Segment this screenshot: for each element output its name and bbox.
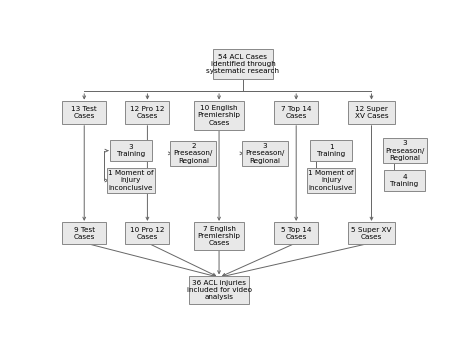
Text: 5 Super XV
Cases: 5 Super XV Cases [351,227,392,240]
Text: 36 ACL injuries
included for video
analysis: 36 ACL injuries included for video analy… [187,280,252,301]
FancyBboxPatch shape [125,101,169,124]
Text: 2
Preseason/
Regional: 2 Preseason/ Regional [173,143,213,164]
Text: 9 Test
Cases: 9 Test Cases [73,227,95,240]
FancyBboxPatch shape [110,140,152,161]
Text: 1
Training: 1 Training [317,144,345,157]
FancyBboxPatch shape [310,140,352,161]
Text: 12 Pro 12
Cases: 12 Pro 12 Cases [130,106,164,119]
Text: 54 ACL Cases
identified through
systematic research: 54 ACL Cases identified through systemat… [206,54,280,74]
Text: 12 Super
XV Cases: 12 Super XV Cases [355,106,388,119]
FancyBboxPatch shape [307,168,355,193]
Text: 1 Moment of
injury
inconclusive: 1 Moment of injury inconclusive [108,170,154,191]
Text: 1 Moment of
injury
inconclusive: 1 Moment of injury inconclusive [309,170,354,191]
Text: 3
Training: 3 Training [117,144,145,157]
FancyBboxPatch shape [274,222,318,244]
Text: 4
Training: 4 Training [391,174,419,187]
FancyBboxPatch shape [383,138,427,163]
Text: 13 Test
Cases: 13 Test Cases [72,106,97,119]
FancyBboxPatch shape [194,101,244,130]
FancyBboxPatch shape [274,101,318,124]
FancyBboxPatch shape [242,141,288,165]
FancyBboxPatch shape [194,222,244,250]
Text: 3
Preseason/
Regional: 3 Preseason/ Regional [245,143,285,164]
Text: 7 Top 14
Cases: 7 Top 14 Cases [281,106,311,119]
FancyBboxPatch shape [347,222,395,244]
Text: 3
Preseason/
Regional: 3 Preseason/ Regional [385,140,424,161]
Text: 5 Top 14
Cases: 5 Top 14 Cases [281,227,311,240]
Text: 7 English
Premiership
Cases: 7 English Premiership Cases [198,226,240,246]
FancyBboxPatch shape [125,222,169,244]
Text: 10 Pro 12
Cases: 10 Pro 12 Cases [130,227,164,240]
FancyBboxPatch shape [107,168,155,193]
FancyBboxPatch shape [384,170,425,191]
FancyBboxPatch shape [170,141,216,165]
Text: 10 English
Premiership
Cases: 10 English Premiership Cases [198,105,240,126]
FancyBboxPatch shape [213,49,273,79]
FancyBboxPatch shape [62,101,106,124]
FancyBboxPatch shape [347,101,395,124]
FancyBboxPatch shape [62,222,106,244]
FancyBboxPatch shape [189,276,249,304]
